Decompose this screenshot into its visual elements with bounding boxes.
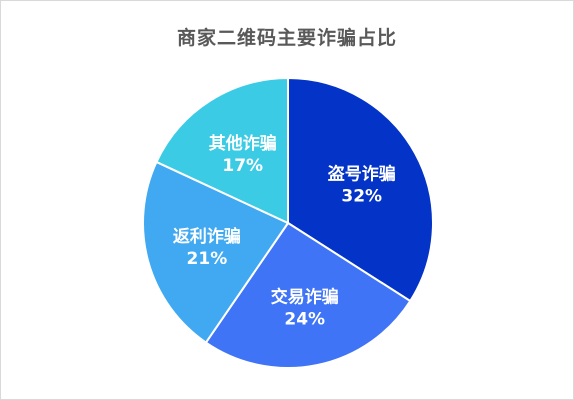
slice-value-3: 17% [222,156,263,176]
slice-value-0: 32% [341,187,382,207]
chart-title: 商家二维码主要诈骗占比 [176,27,397,49]
slice-label-1: 交易诈骗 [271,286,339,307]
slice-value-2: 21% [187,249,228,269]
pie-slice-3 [155,76,289,225]
slice-label-2: 返利诈骗 [173,226,241,247]
slice-value-1: 24% [284,309,325,329]
slice-label-0: 盗号诈骗 [328,164,396,185]
slice-label-3: 其他诈骗 [209,133,277,154]
pie-slice-1 [204,221,412,369]
